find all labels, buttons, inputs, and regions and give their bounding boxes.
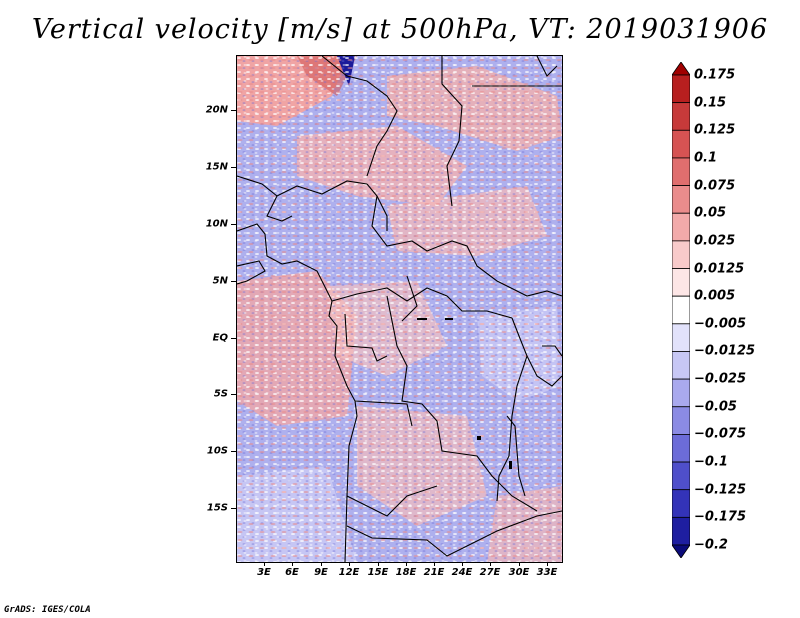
lon-label-30e: 30E xyxy=(508,567,530,578)
colorbar-label: 0.005 xyxy=(694,288,736,304)
lon-label-12e: 12E xyxy=(338,567,360,578)
lat-tick xyxy=(231,451,236,452)
lon-tick xyxy=(547,562,548,566)
lat-label-eq: EQ xyxy=(212,332,228,344)
lat-label-5s: 5S xyxy=(213,388,228,400)
lon-tick xyxy=(462,562,463,566)
colorbar-label: −0.125 xyxy=(694,482,747,498)
lon-tick xyxy=(406,562,407,566)
colorbar-label: −0.175 xyxy=(694,509,747,525)
lat-tick xyxy=(231,110,236,111)
velocity-map xyxy=(236,55,563,563)
colorbar-label: 0.15 xyxy=(694,95,727,111)
lat-tick xyxy=(231,508,236,509)
lon-label-24e: 24E xyxy=(451,567,473,578)
lat-tick xyxy=(231,394,236,395)
lon-label-6e: 6E xyxy=(285,567,299,578)
lon-label-27e: 27E xyxy=(479,567,501,578)
lon-label-15e: 15E xyxy=(367,567,389,578)
credit-text: GrADS: IGES/COLA xyxy=(4,605,91,615)
colorbar-label: −0.2 xyxy=(694,537,728,553)
lat-label-15s: 15S xyxy=(206,502,228,514)
colorbar xyxy=(672,62,690,558)
colorbar-swatch xyxy=(672,378,690,408)
lat-label-10n: 10N xyxy=(205,218,228,230)
colorbar-swatch xyxy=(672,461,690,491)
lon-tick xyxy=(434,562,435,566)
lat-tick xyxy=(231,338,236,339)
colorbar-swatch xyxy=(672,185,690,214)
lat-label-20n: 20N xyxy=(205,104,228,116)
lat-tick xyxy=(231,167,236,168)
colorbar-label: 0.175 xyxy=(694,67,736,83)
lon-tick xyxy=(321,562,322,566)
lat-label-5n: 5N xyxy=(212,275,228,287)
colorbar-label: −0.1 xyxy=(694,454,728,470)
colorbar-label: −0.05 xyxy=(694,399,737,415)
lat-label-15n: 15N xyxy=(205,161,228,173)
colorbar-swatch xyxy=(672,240,690,269)
colorbar-label: 0.075 xyxy=(694,178,736,194)
colorbar-swatch xyxy=(672,129,690,159)
lon-tick xyxy=(292,562,293,566)
lon-label-9e: 9E xyxy=(314,567,328,578)
colorbar-swatch xyxy=(672,268,690,297)
colorbar-swatch xyxy=(672,74,690,104)
colorbar-label: 0.05 xyxy=(694,205,727,221)
lon-tick xyxy=(349,562,350,566)
colorbar-label: 0.0125 xyxy=(694,261,745,277)
lon-label-18e: 18E xyxy=(395,567,417,578)
lon-label-3e: 3E xyxy=(257,567,271,578)
colorbar-label: 0.1 xyxy=(694,150,718,166)
lon-tick xyxy=(378,562,379,566)
colorbar-swatch xyxy=(672,323,690,352)
colorbar-swatch xyxy=(672,489,690,518)
colorbar-label: −0.025 xyxy=(694,371,747,387)
colorbar-label: −0.075 xyxy=(694,426,747,442)
colorbar-swatch xyxy=(672,157,690,186)
colorbar-swatch xyxy=(672,516,690,546)
colorbar-label: −0.0125 xyxy=(694,343,756,359)
lat-tick xyxy=(231,281,236,282)
lon-label-21e: 21E xyxy=(423,567,445,578)
lon-tick xyxy=(264,562,265,566)
lon-tick xyxy=(490,562,491,566)
colorbar-swatch xyxy=(672,544,690,558)
colorbar-swatch xyxy=(672,212,690,242)
colorbar-swatch xyxy=(672,295,690,325)
lon-label-33e: 33E xyxy=(536,567,558,578)
colorbar-swatch xyxy=(672,62,690,76)
colorbar-label: −0.005 xyxy=(694,316,747,332)
colorbar-label: 0.025 xyxy=(694,233,736,249)
colorbar-swatch xyxy=(672,351,690,380)
velocity-field xyxy=(237,56,562,562)
colorbar-label: 0.125 xyxy=(694,122,736,138)
colorbar-swatch xyxy=(672,434,690,463)
lon-tick xyxy=(519,562,520,566)
lat-label-10s: 10S xyxy=(206,445,228,457)
colorbar-swatch xyxy=(672,102,690,131)
colorbar-swatch xyxy=(672,406,690,435)
lat-tick xyxy=(231,224,236,225)
map-title: Vertical velocity [m/s] at 500hPa, VT: 2… xyxy=(31,14,769,45)
